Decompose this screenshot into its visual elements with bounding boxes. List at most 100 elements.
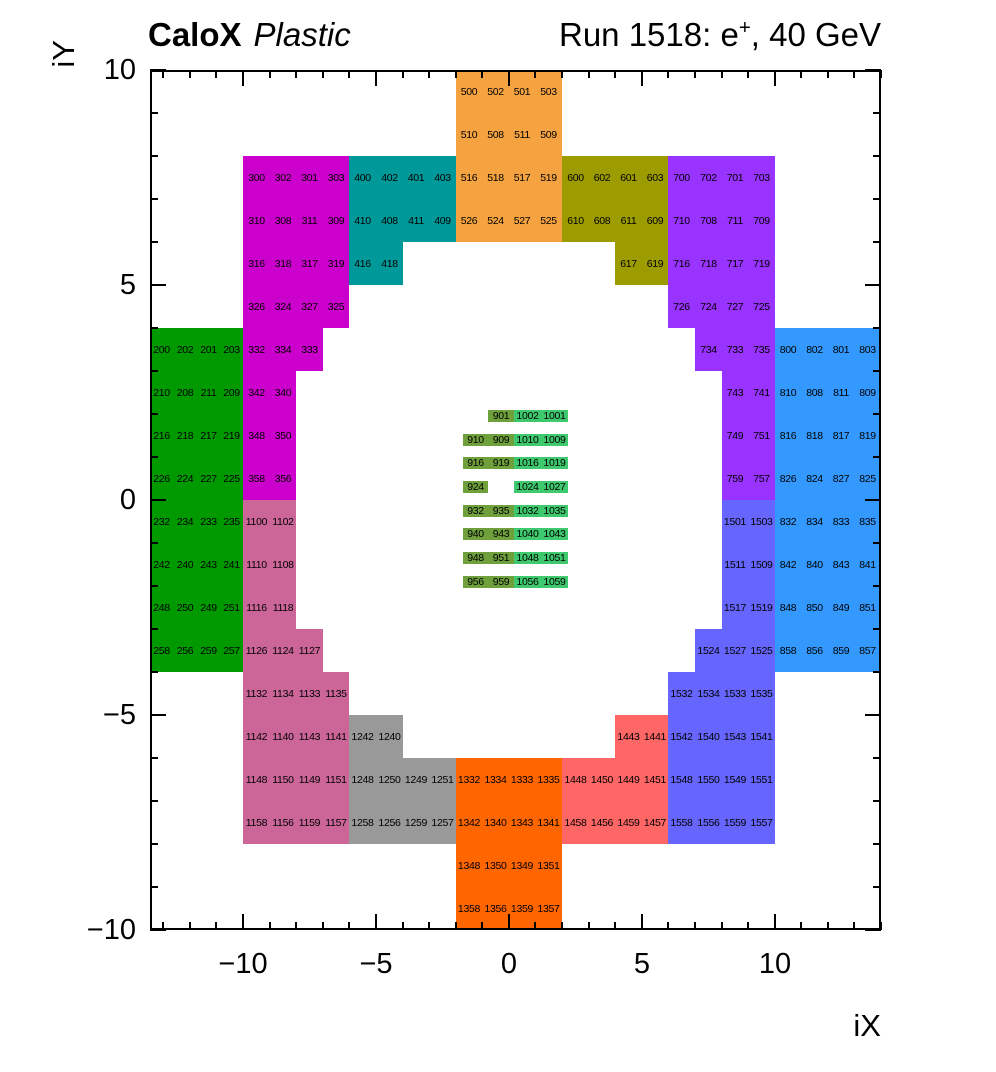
calo-cell: 1059 [541,576,568,588]
calo-cell: 943 [488,528,514,540]
calo-cell: 243 [197,543,220,586]
calo-cell: 832 [775,500,801,543]
calo-cell: 1349 [509,844,535,887]
calo-cell: 711 [722,199,748,242]
axis-tick [827,70,829,78]
calo-cell: 734 [695,328,722,371]
calo-cell: 1511 [722,543,748,586]
calo-cell: 708 [695,199,722,242]
calo-cell: 300 [243,156,270,199]
calo-cell: 1456 [589,801,615,844]
calo-cell: 611 [615,199,642,242]
calo-cell: 400 [349,156,376,199]
calo-cell: 210 [150,371,173,414]
calo-cell: 702 [695,156,722,199]
calo-cell: 1443 [615,715,642,758]
calo-cell: 816 [775,414,801,457]
calo-cell: 1543 [722,715,748,758]
axis-tick [428,70,430,78]
calo-cell: 840 [801,543,828,586]
calo-cell: 609 [642,199,668,242]
calo-cell: 500 [456,70,482,113]
y-tick-label: −5 [102,699,136,731]
calo-cell: 703 [748,156,775,199]
calo-cell: 524 [482,199,509,242]
calo-cell: 1335 [535,758,562,801]
calo-cell: 526 [456,199,482,242]
calo-cell: 909 [488,434,514,446]
calo-cell: 1110 [243,543,270,586]
axis-tick [150,112,158,114]
axis-tick [162,922,164,930]
experiment-name: CaloX [148,16,242,53]
calo-cell: 248 [150,586,173,629]
calo-cell: 1541 [748,715,775,758]
y-tick-label: 5 [119,269,136,301]
axis-tick [375,70,377,86]
x-tick-label: −10 [218,948,268,980]
calo-cell: 1257 [429,801,456,844]
calo-cell: 225 [220,457,243,500]
run-text-prefix: Run 1518: e [559,16,739,53]
axis-tick [694,70,696,78]
calo-cell: 1457 [642,801,668,844]
axis-tick [150,413,158,415]
calo-cell: 901 [488,410,514,422]
calo-cell: 318 [270,242,296,285]
calo-cell: 718 [695,242,722,285]
calo-cell: 819 [854,414,881,457]
axis-tick [865,69,881,71]
axis-tick [865,714,881,716]
calo-cell: 1448 [562,758,589,801]
calo-cell: 1118 [270,586,296,629]
calo-cell: 240 [173,543,197,586]
calo-cell: 1019 [541,457,568,469]
axis-tick [873,241,881,243]
calo-cell: 325 [323,285,349,328]
axis-tick [402,922,404,930]
calo-cell: 1126 [243,629,270,672]
axis-tick [747,922,749,930]
axis-tick [150,843,158,845]
axis-tick [800,922,802,930]
calo-cell: 410 [349,199,376,242]
calo-cell: 411 [403,199,429,242]
calo-cell: 1148 [243,758,270,801]
calo-cell: 710 [668,199,695,242]
calo-cell: 1450 [589,758,615,801]
axis-tick [865,499,881,501]
axis-tick [322,70,324,78]
axis-tick [150,370,158,372]
calo-cell: 1342 [456,801,482,844]
calo-cell: 1519 [748,586,775,629]
axis-tick [641,70,643,86]
axis-tick [827,922,829,930]
calo-cell: 759 [722,457,748,500]
axis-tick [747,70,749,78]
axis-tick [150,542,158,544]
calo-cell: 1458 [562,801,589,844]
axis-tick [150,886,158,888]
calo-cell: 227 [197,457,220,500]
axis-tick [667,922,669,930]
calo-cell: 1002 [514,410,541,422]
calo-cell: 719 [748,242,775,285]
axis-tick [150,155,158,157]
calo-cell: 824 [801,457,828,500]
calo-cell: 1551 [748,758,775,801]
calo-cell: 1441 [642,715,668,758]
calo-cell: 1343 [509,801,535,844]
axis-tick [588,922,590,930]
calo-cell: 308 [270,199,296,242]
calo-cell: 342 [243,371,270,414]
calo-cell: 801 [828,328,854,371]
calo-cell: 1051 [541,552,568,564]
calo-cell: 1550 [695,758,722,801]
axis-tick [588,70,590,78]
axis-tick [865,929,881,931]
calo-cell: 1559 [722,801,748,844]
axis-tick [873,757,881,759]
calo-cell: 916 [463,457,488,469]
calo-cell: 508 [482,113,509,156]
calo-cell: 402 [376,156,403,199]
